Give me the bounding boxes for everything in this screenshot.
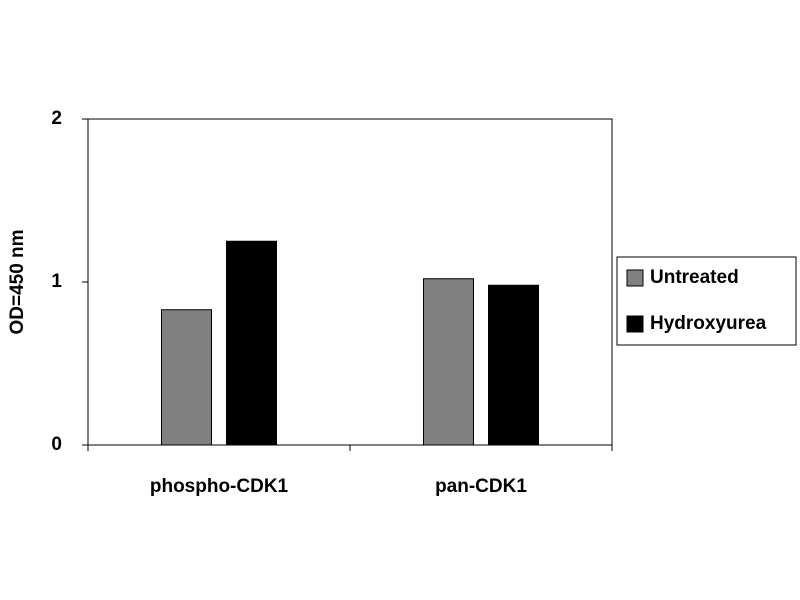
y-tick-label: 0 (51, 434, 62, 455)
y-tick-label: 2 (51, 108, 62, 129)
legend-label: Untreated (650, 267, 739, 288)
bar (226, 240, 277, 446)
legend-box (616, 256, 797, 346)
x-tick-label: phospho-CDK1 (150, 476, 289, 497)
y-tick-label: 1 (51, 271, 62, 292)
bar (488, 284, 539, 446)
legend-swatch (626, 269, 644, 287)
legend-label: Hydroxyurea (650, 313, 767, 334)
bar (161, 309, 212, 446)
bar (423, 278, 474, 446)
legend-swatch (626, 315, 644, 333)
y-axis-label: OD=450 nm (7, 229, 28, 334)
x-tick-label: pan-CDK1 (435, 476, 527, 497)
